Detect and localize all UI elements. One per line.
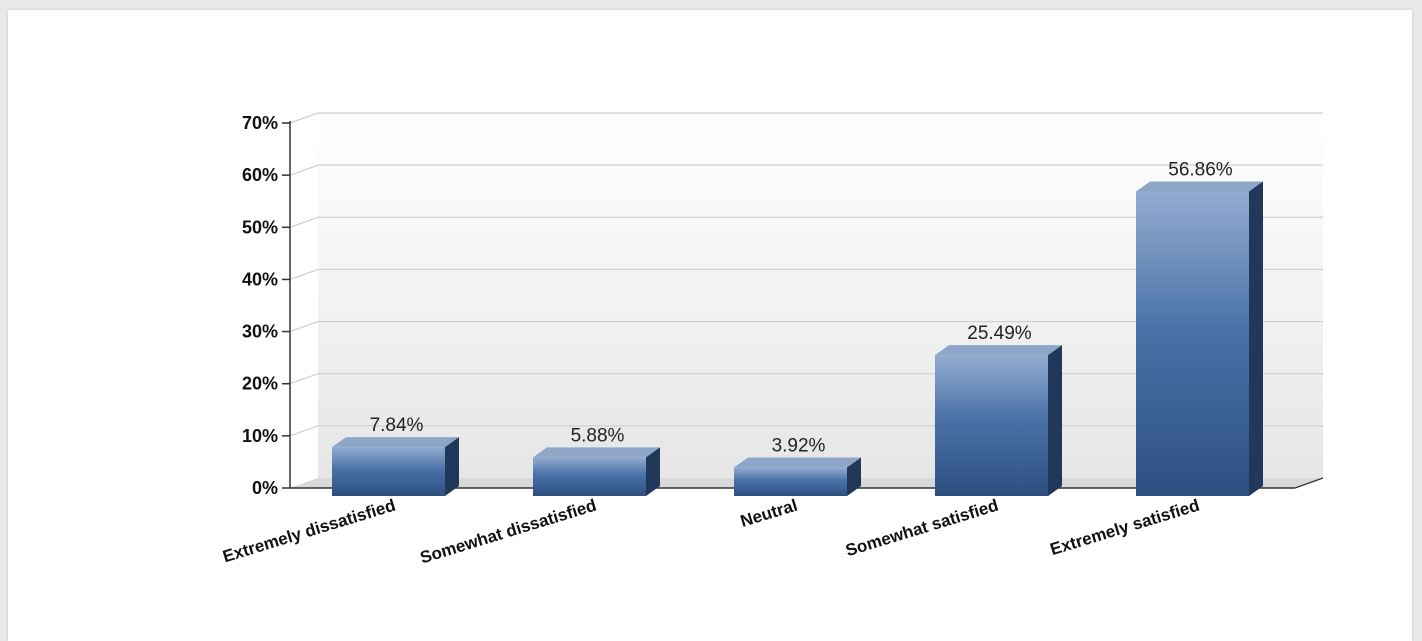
category-labels: Extremely dissatisfied Somewhat dissatisf…: [220, 496, 1201, 568]
y-tick-label: 10%: [242, 426, 278, 446]
y-tick-label: 50%: [242, 217, 278, 237]
chart-frame: 0% 10% 20% 30% 40% 50% 60% 70% 7.84% 5.88% 3.92% 2…: [8, 10, 1412, 641]
gridline: [289, 216, 1323, 228]
bar-top: [332, 437, 459, 448]
gridline: [289, 112, 1323, 124]
bar-front: [1136, 191, 1249, 496]
data-label: 3.92%: [772, 436, 826, 457]
y-tick-label: 60%: [242, 165, 278, 185]
bar-side: [847, 457, 861, 496]
bar-front: [935, 355, 1048, 496]
bar-top: [734, 457, 861, 468]
data-label: 7.84%: [370, 415, 424, 436]
bar: [533, 447, 660, 496]
gridline: [289, 268, 1323, 280]
data-label: 5.88%: [571, 425, 625, 446]
bar-front: [533, 457, 646, 496]
bar-side: [646, 447, 660, 496]
bar-side: [1048, 345, 1062, 496]
value-labels: 7.84% 5.88% 3.92% 25.49% 56.86%: [370, 160, 1233, 457]
bar-front: [332, 447, 445, 496]
data-label: 56.86%: [1168, 160, 1233, 181]
floor-edge: [1294, 477, 1324, 489]
bar: [734, 457, 861, 496]
y-axis-tick-labels: 0% 10% 20% 30% 40% 50% 60% 70%: [242, 113, 278, 498]
x-tick-label: Somewhat dissatisfied: [418, 496, 599, 568]
y-tick-label: 30%: [242, 322, 278, 342]
gridline: [289, 164, 1323, 176]
bar: [1136, 181, 1263, 496]
x-tick-label: Neutral: [738, 496, 800, 531]
bar-side: [1249, 181, 1263, 496]
bar: [332, 437, 459, 496]
bar-front: [734, 467, 847, 496]
x-tick-label: Extremely dissatisfied: [220, 496, 397, 567]
bar-top: [935, 345, 1062, 356]
y-tick-label: 0%: [252, 478, 278, 498]
bars: [332, 181, 1263, 496]
x-tick-label: Somewhat satisfied: [843, 496, 1000, 561]
gridline: [289, 320, 1323, 333]
bar-top: [1136, 181, 1263, 192]
y-tick-label: 20%: [242, 374, 278, 394]
bar: [935, 345, 1062, 496]
bar-top: [533, 447, 660, 458]
bar-side: [445, 437, 459, 496]
data-label: 25.49%: [967, 323, 1032, 344]
y-tick-label: 40%: [242, 269, 278, 289]
bar-chart: 0% 10% 20% 30% 40% 50% 60% 70% 7.84% 5.88% 3.92% 2…: [220, 112, 1324, 568]
y-tick-label: 70%: [242, 113, 278, 133]
x-tick-label: Extremely satisfied: [1048, 496, 1202, 559]
